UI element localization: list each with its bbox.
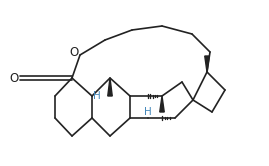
Text: O: O xyxy=(69,45,79,58)
Polygon shape xyxy=(160,96,164,112)
Polygon shape xyxy=(205,56,209,72)
Text: H: H xyxy=(93,91,101,101)
Polygon shape xyxy=(108,78,112,96)
Text: H: H xyxy=(144,107,152,117)
Text: O: O xyxy=(9,72,19,84)
